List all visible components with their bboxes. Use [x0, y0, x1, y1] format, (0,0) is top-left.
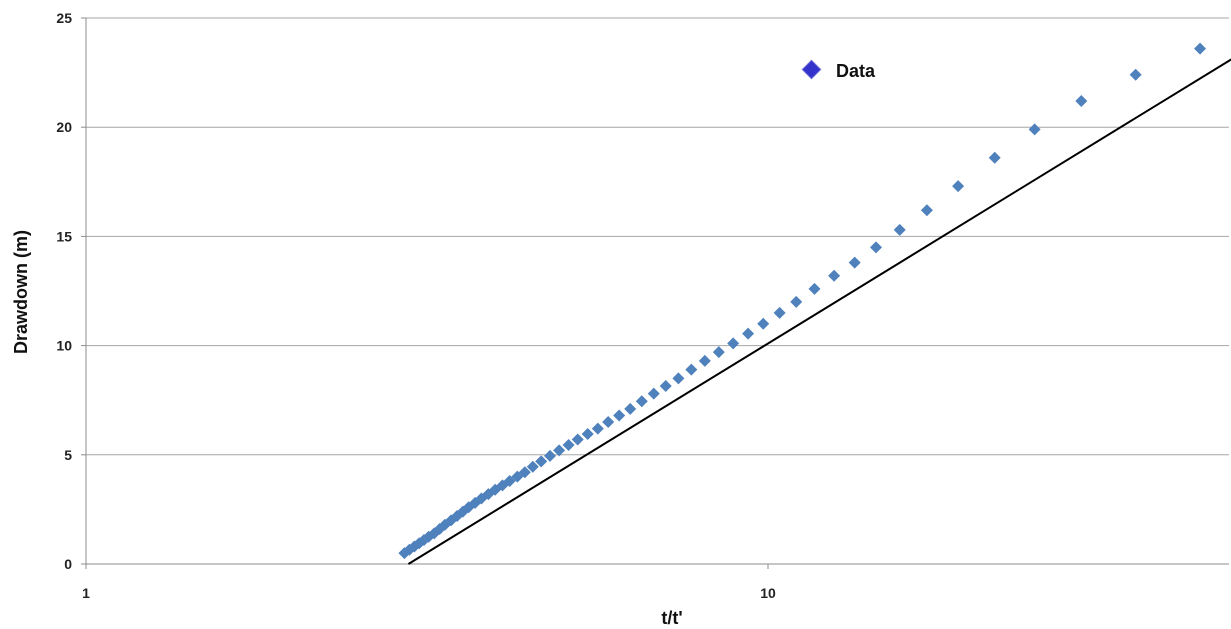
y-tick-label: 15 [56, 228, 72, 244]
data-point [727, 337, 740, 350]
data-point [742, 327, 755, 340]
legend-marker [801, 59, 822, 80]
data-point [562, 438, 575, 451]
data-point [893, 223, 906, 236]
data-point [685, 363, 698, 376]
data-point [988, 151, 1001, 164]
data-point [698, 354, 711, 367]
x-ticks: 1 10 [82, 564, 776, 601]
data-point [647, 387, 660, 400]
x-tick-label: 1 [82, 585, 90, 601]
data-point [553, 444, 566, 457]
y-tick-label: 5 [64, 447, 72, 463]
data-point [613, 409, 626, 422]
data-point [828, 269, 841, 282]
data-point [672, 372, 685, 385]
data-point [790, 295, 803, 308]
data-point [1129, 68, 1142, 81]
data-point [635, 395, 648, 408]
y-ticks: 0 5 10 15 20 25 [56, 10, 86, 572]
fit-line [407, 58, 1231, 565]
data-point [503, 475, 516, 488]
data-point [870, 241, 883, 254]
x-tick-label: 10 [760, 585, 776, 601]
y-tick-label: 0 [64, 556, 72, 572]
data-point [571, 433, 584, 446]
data-point [659, 380, 672, 393]
data-point [602, 416, 615, 429]
y-tick-label: 25 [56, 10, 72, 26]
data-point [518, 466, 531, 479]
data-points [398, 42, 1207, 560]
data-point [591, 422, 604, 435]
legend: Data [801, 59, 876, 81]
data-point [848, 256, 861, 269]
y-axis-title: Drawdown (m) [11, 230, 31, 354]
data-point [757, 317, 770, 330]
legend-label: Data [836, 61, 876, 81]
gridlines [86, 17, 1229, 456]
data-point [952, 180, 965, 193]
data-point [1194, 42, 1207, 55]
data-point [526, 460, 539, 473]
data-point [920, 204, 933, 217]
data-point [712, 346, 725, 359]
data-point [543, 449, 556, 462]
data-point [624, 402, 637, 415]
data-point [535, 455, 548, 468]
data-point [1028, 123, 1041, 136]
data-point [581, 428, 594, 441]
data-point [1075, 94, 1088, 107]
x-axis-title: t/t' [661, 608, 682, 628]
y-tick-label: 10 [56, 338, 72, 354]
data-point [808, 282, 821, 295]
y-tick-label: 20 [56, 119, 72, 135]
data-point [773, 306, 786, 319]
fit-line-group [407, 58, 1231, 565]
